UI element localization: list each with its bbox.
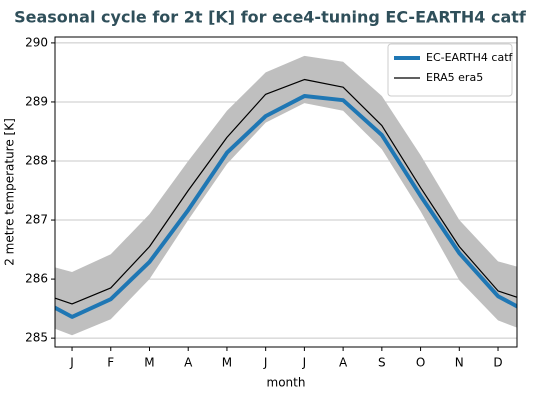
legend: EC-EARTH4 catf ERA5 era5 bbox=[387, 43, 514, 97]
y-axis-label: 2 metre temperature [K] bbox=[3, 118, 17, 266]
y-tick-label: 288 bbox=[25, 154, 48, 168]
x-tick-label: F bbox=[107, 356, 114, 370]
x-tick-label: O bbox=[416, 356, 425, 370]
y-tick-label: 289 bbox=[25, 94, 48, 108]
y-tick-label: 290 bbox=[25, 35, 48, 49]
legend-label: EC-EARTH4 catf bbox=[426, 51, 514, 64]
plot-area bbox=[55, 55, 517, 336]
x-tick-label: A bbox=[184, 356, 193, 370]
chart-title: Seasonal cycle for 2t [K] for ece4-tunin… bbox=[14, 8, 527, 27]
x-tick-label: S bbox=[378, 356, 386, 370]
x-tick-label: A bbox=[339, 356, 348, 370]
legend-label: ERA5 era5 bbox=[426, 71, 483, 84]
x-tick-label: J bbox=[263, 356, 268, 370]
y-tick-label: 286 bbox=[25, 272, 48, 286]
x-tick-label: M bbox=[222, 356, 232, 370]
x-tick-label: N bbox=[455, 356, 464, 370]
range-band bbox=[55, 55, 517, 336]
axes: 285 286 287 288 289 290 J F M A M J J A S O N D bbox=[25, 35, 503, 369]
y-tick-label: 287 bbox=[25, 213, 48, 227]
x-axis-label: month bbox=[267, 376, 306, 390]
x-tick-label: J bbox=[69, 356, 74, 370]
x-tick-label: J bbox=[302, 356, 307, 370]
y-tick-label: 285 bbox=[25, 331, 48, 345]
series-line bbox=[55, 78, 517, 305]
series-line bbox=[55, 94, 517, 319]
x-tick-label: D bbox=[493, 356, 502, 370]
axes-frame bbox=[54, 36, 518, 348]
x-tick-label: M bbox=[144, 356, 154, 370]
